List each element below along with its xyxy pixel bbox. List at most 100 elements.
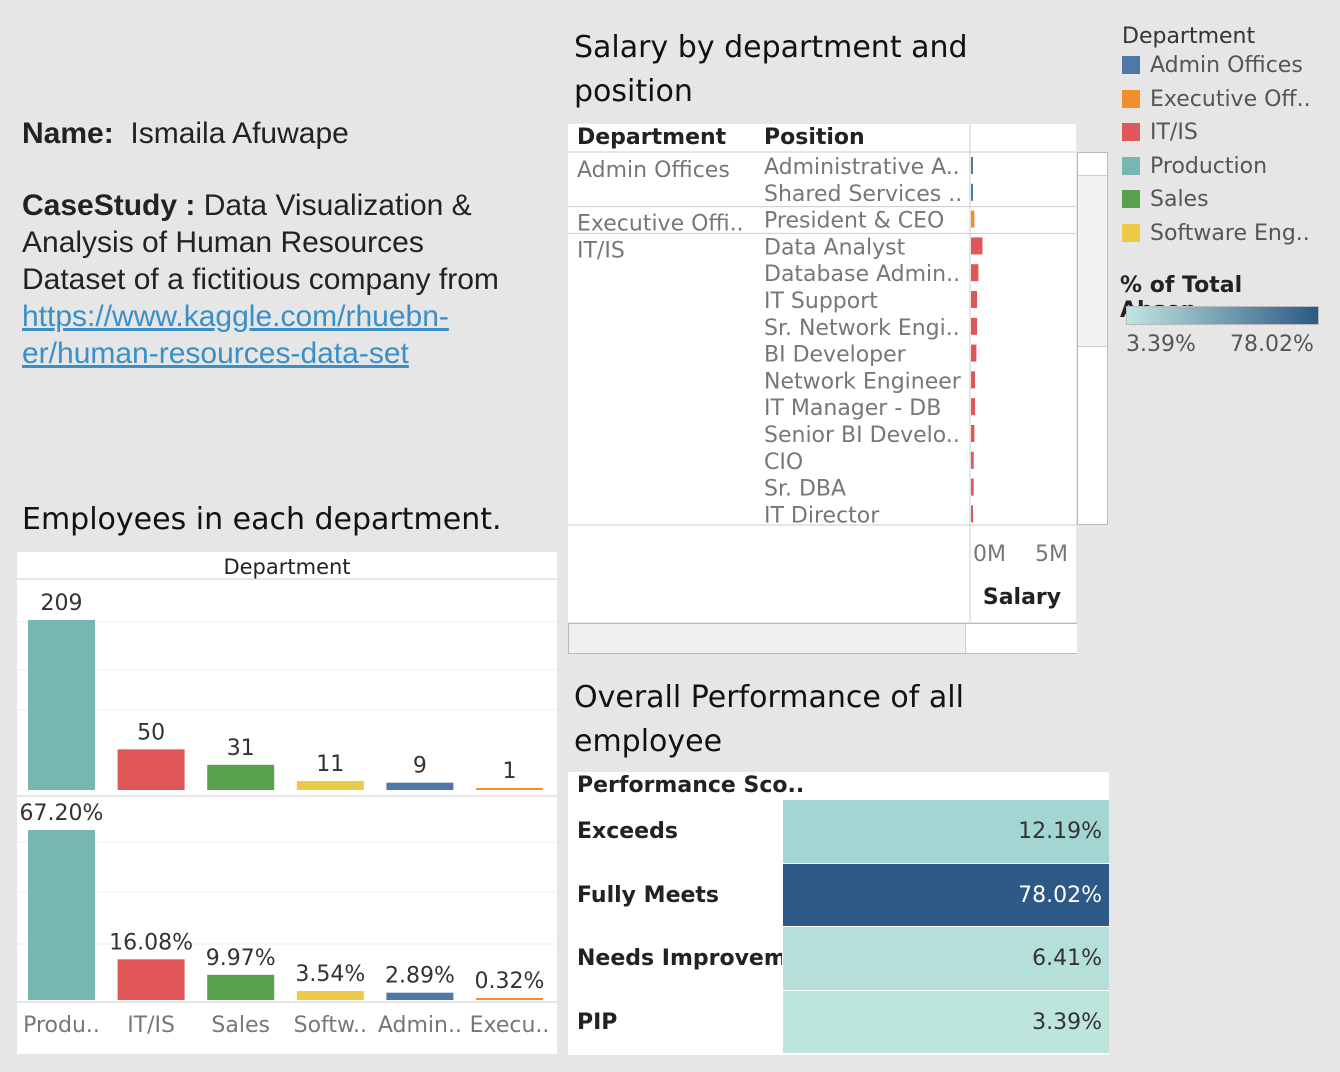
position-label: Sr. Network Engi.. [764, 316, 960, 341]
salary-bar [971, 398, 976, 416]
dataset-link[interactable]: https://www.kaggle.com/rhuebn-er/human-r… [22, 300, 449, 370]
scrollbar-thumb[interactable] [1078, 175, 1107, 347]
performance-row-label: Exceeds [577, 819, 678, 844]
salary-bar [971, 317, 978, 335]
position-label: IT Director [764, 503, 880, 528]
salary-bar [971, 183, 973, 201]
position-column-header: Position [764, 125, 865, 150]
legend-label: Sales [1150, 187, 1209, 212]
legend-swatch [1122, 156, 1140, 175]
legend-title: Department [1122, 24, 1256, 49]
category-tick-label: Produ.. [23, 1013, 100, 1038]
case-line-1: Data Visualization & [203, 189, 472, 222]
legend-label: Admin Offices [1150, 53, 1303, 78]
name-value: Ismaila Afuwape [130, 117, 349, 150]
employee-bar [28, 620, 95, 790]
employee-bar-label: 0.32% [475, 969, 545, 994]
legend-item[interactable]: Production [1122, 154, 1311, 188]
performance-table: Performance Sco.. Exceeds 12.19% Fully Mee… [568, 772, 1109, 1055]
salary-bar [971, 344, 977, 362]
legend-item[interactable]: Executive Off.. [1122, 87, 1311, 121]
employee-bar-label: 31 [227, 736, 255, 761]
salary-bar-chart: Department Position Admin Offices Administr… [568, 124, 1076, 622]
salary-bar [971, 291, 978, 308]
salary-bar [971, 210, 975, 228]
employee-bar-label: 3.54% [295, 962, 365, 987]
position-label: Sr. DBA [764, 477, 846, 502]
case-line-3: Dataset of a fictitious company from [22, 263, 499, 296]
salary-bar [971, 451, 974, 469]
category-tick-label: IT/IS [127, 1013, 175, 1038]
performance-value-cell: 78.02% [783, 863, 1109, 926]
employee-bar-label: 9.97% [206, 946, 276, 971]
employee-bar [296, 781, 364, 790]
performance-value-cell: 6.41% [783, 927, 1109, 990]
performance-title: Overall Performance of all employee [574, 680, 964, 759]
employee-bar [207, 974, 275, 1000]
legend-label: Production [1150, 153, 1268, 179]
employee-bar-label: 1 [503, 759, 517, 784]
gradient-max: 78.02% [1230, 332, 1314, 357]
salary-title: Salary by department and position [574, 30, 968, 109]
legend-item[interactable]: Admin Offices [1122, 53, 1311, 87]
position-label: IT Support [764, 289, 878, 314]
legend-item[interactable]: IT/IS [1122, 120, 1311, 154]
legend-item[interactable]: Sales [1122, 187, 1311, 221]
performance-row-label: PIP [577, 1009, 618, 1035]
case-label: CaseStudy : [22, 189, 196, 222]
employee-bar [476, 998, 543, 1000]
legend-swatch [1122, 56, 1140, 74]
position-label: President & CEO [764, 209, 944, 234]
salary-bar [971, 505, 974, 523]
department-column-header: Department [577, 125, 727, 150]
performance-row-label: Needs Improvem.. [577, 946, 782, 971]
employee-bar-label: 9 [413, 754, 427, 779]
employee-bar [386, 782, 454, 790]
department-label: Executive Offi.. [577, 212, 744, 237]
vertical-scrollbar[interactable] [1077, 152, 1108, 525]
employee-bar [207, 764, 275, 790]
category-tick-label: Admin.. [378, 1013, 462, 1038]
position-label: Data Analyst [764, 235, 906, 260]
salary-table-panel: Department Position Admin Offices Administr… [568, 124, 1076, 622]
legend-item[interactable]: Software Eng.. [1122, 221, 1311, 255]
position-label: Senior BI Develo.. [764, 423, 960, 448]
employee-bar [386, 992, 454, 1000]
department-label: IT/IS [577, 238, 625, 263]
employee-bar-label: 209 [41, 591, 83, 616]
performance-header: Performance Sco.. [577, 773, 805, 798]
employees-bar-chart: Department 209 50 31 11 9 1 67.20% 16.08% 9.97% 3.… [17, 555, 557, 1038]
position-label: Network Engineer [764, 369, 962, 394]
employee-bar [117, 749, 185, 790]
legend-label: Software Eng.. [1150, 220, 1310, 246]
employees-x-header: Department [223, 555, 350, 579]
horizontal-scrollbar[interactable] [568, 623, 1077, 654]
employee-bar-label: 67.20% [20, 801, 104, 826]
axis-tick-label: 5M [1035, 542, 1068, 567]
legend-swatch [1122, 123, 1140, 141]
category-tick-label: Execu.. [470, 1013, 550, 1038]
employees-chart-panel: Department 209 50 31 11 9 1 67.20% 16.08% 9.97% 3.… [17, 552, 557, 1054]
position-label: IT Manager - DB [764, 396, 941, 421]
category-tick-label: Sales [211, 1013, 270, 1038]
horizontal-scrollbar-thumb[interactable] [965, 624, 1077, 653]
salary-bar [971, 264, 979, 282]
salary-axis-title: Salary [983, 585, 1061, 610]
legend-swatch [1122, 190, 1140, 208]
employees-title: Employees in each department. [22, 502, 502, 537]
legend-label: Executive Off.. [1150, 86, 1311, 112]
legend-label: IT/IS [1150, 120, 1198, 145]
performance-row-label: Fully Meets [577, 882, 720, 908]
department-label: Admin Offices [577, 158, 730, 183]
gradient-legend-bar [1126, 306, 1319, 325]
position-label: Administrative A.. [764, 155, 960, 180]
author-name: Name: Ismaila Afuwape [22, 117, 349, 151]
performance-value-cell: 12.19% [783, 800, 1109, 863]
salary-bar [971, 371, 976, 389]
employee-bar [28, 830, 95, 1000]
position-label: Shared Services .. [764, 182, 962, 207]
employee-bar [476, 788, 543, 790]
employee-bar [117, 959, 185, 1000]
employee-bar-label: 11 [316, 752, 344, 777]
category-tick-label: Softw.. [294, 1013, 367, 1038]
